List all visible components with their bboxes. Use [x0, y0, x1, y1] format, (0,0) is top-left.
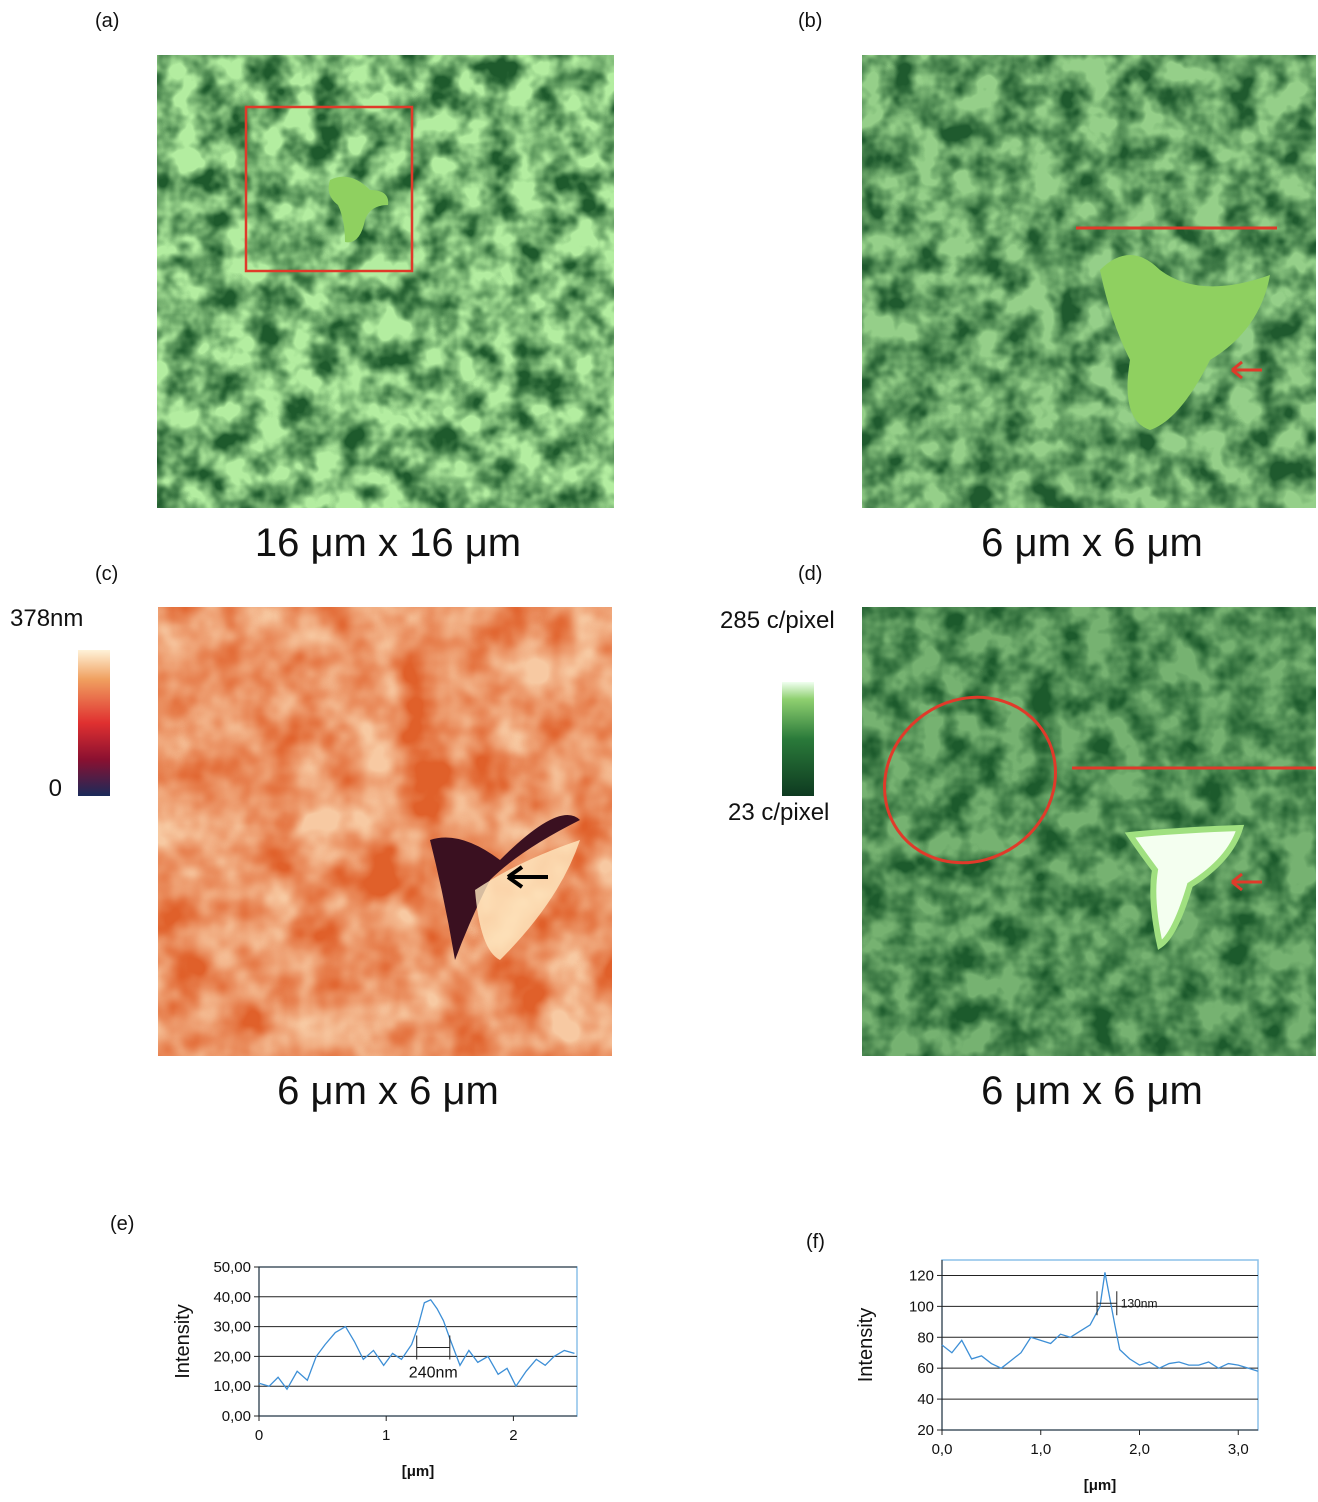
- y-axis-label: Intensity: [855, 1308, 877, 1382]
- image-d: [862, 607, 1316, 1056]
- data-line: [258, 1298, 575, 1391]
- y-tick-label: 20,00: [213, 1348, 251, 1365]
- y-tick-label: 120: [909, 1267, 934, 1284]
- panel-label: (c): [95, 563, 118, 585]
- panel-label: (b): [798, 10, 822, 32]
- caption: 16 μm x 16 μm: [255, 521, 521, 565]
- x-tick-label: 0: [255, 1427, 263, 1444]
- y-tick-label: 100: [909, 1298, 934, 1315]
- plot-frame: [941, 1259, 1259, 1431]
- colorbar: [78, 650, 110, 796]
- x-tick-label: 3,0: [1228, 1441, 1249, 1458]
- caption: 6 μm x 6 μm: [981, 1069, 1203, 1113]
- data-line: [941, 1272, 1259, 1372]
- y-tick-label: 80: [917, 1329, 934, 1346]
- scale-min: 0: [49, 775, 62, 802]
- panel-label: (d): [798, 563, 822, 585]
- y-tick-label: 50,00: [213, 1259, 251, 1276]
- x-tick-label: 2,0: [1129, 1441, 1150, 1458]
- panel-label: (e): [110, 1213, 134, 1235]
- scale-min: 23 c/pixel: [728, 799, 829, 826]
- x-tick-label: 0,0: [932, 1441, 953, 1458]
- scale-max: 285 c/pixel: [720, 607, 835, 634]
- panel-label: (f): [806, 1231, 825, 1253]
- x-tick-label: 2: [509, 1427, 517, 1444]
- caption: 6 μm x 6 μm: [277, 1069, 499, 1113]
- scale-max: 378nm: [10, 605, 83, 632]
- image-a: [157, 55, 614, 508]
- plot-frame: [258, 1266, 578, 1417]
- panel-label: (a): [95, 10, 119, 32]
- annotation: 240nm: [409, 1364, 458, 1381]
- colorbar: [782, 682, 814, 796]
- y-tick-label: 30,00: [213, 1319, 251, 1336]
- annotation-bracket: [416, 1335, 451, 1360]
- x-tick-label: 1: [382, 1427, 390, 1444]
- y-tick-label: 10,00: [213, 1378, 251, 1395]
- y-tick-label: 60: [917, 1360, 934, 1377]
- image-b: [862, 55, 1316, 508]
- y-tick-label: 40: [917, 1391, 934, 1408]
- y-axis-label: Intensity: [172, 1304, 194, 1378]
- x-tick-label: 1,0: [1030, 1441, 1051, 1458]
- image-c: [158, 607, 612, 1056]
- annotation: 130nm: [1121, 1296, 1158, 1310]
- y-tick-label: 20: [917, 1422, 934, 1439]
- annotation-bracket: [1096, 1291, 1118, 1316]
- y-tick-label: 0,00: [222, 1408, 251, 1425]
- caption: 6 μm x 6 μm: [981, 521, 1203, 565]
- y-tick-label: 40,00: [213, 1289, 251, 1306]
- x-axis-label: [μm]: [1084, 1477, 1117, 1494]
- x-axis-label: [μm]: [402, 1463, 435, 1480]
